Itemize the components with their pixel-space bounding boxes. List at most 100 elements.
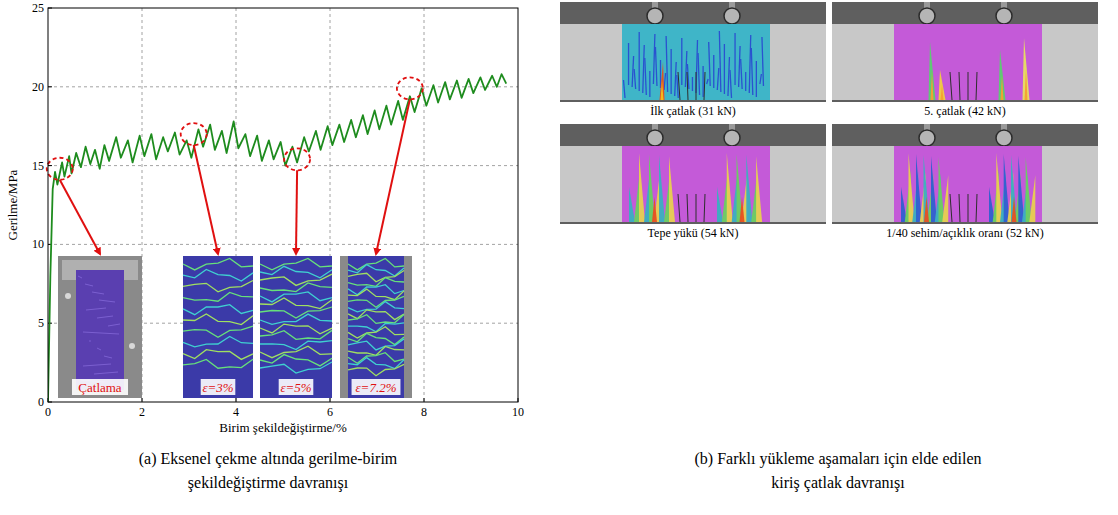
crack-line — [348, 289, 404, 300]
surface-texture — [83, 364, 111, 366]
strain-streak — [713, 55, 714, 88]
crack-line — [183, 326, 253, 337]
specimen-photo — [58, 256, 142, 398]
crack — [1025, 69, 1028, 100]
specimen-surface — [76, 270, 124, 390]
sensor-wire — [678, 194, 680, 222]
sensor-wire — [968, 72, 969, 100]
crack-line — [260, 330, 332, 339]
figure: 02468100510152025Birim şekildeğiştirme/%… — [0, 0, 1118, 515]
crack-line — [348, 364, 404, 375]
annotation-arrow — [194, 145, 218, 254]
tick-label-x: 8 — [421, 405, 427, 419]
sensor-wire — [687, 72, 688, 100]
y-axis-title: Gerilme/MPa — [5, 169, 20, 240]
highlight-ellipse — [397, 77, 423, 99]
strain-streak — [749, 35, 751, 93]
crack — [652, 197, 657, 222]
beam — [832, 146, 1098, 222]
crack-line — [183, 337, 253, 347]
sensor-wire — [687, 194, 688, 222]
strain-streak — [707, 79, 709, 84]
tick-label-y: 20 — [32, 80, 44, 94]
roller — [919, 8, 935, 24]
crack-line — [183, 314, 253, 325]
strain-streak — [762, 37, 764, 86]
photo-label: 5. çatlak (42 kN) — [924, 104, 1005, 118]
crack — [727, 153, 733, 222]
crack-line — [260, 259, 332, 270]
caption: kiriş çatlak davranışı — [771, 474, 905, 492]
tick-y — [48, 86, 52, 87]
label-patch — [201, 379, 236, 395]
photo-label: 1/40 sehim/açıklık oranı (52 kN) — [886, 226, 1043, 240]
tick-label-x: 10 — [512, 405, 524, 419]
strain-streak — [632, 56, 634, 87]
strain-streak — [741, 59, 743, 89]
strain-streak — [681, 38, 682, 85]
insets — [58, 256, 412, 398]
crack-line — [183, 359, 253, 368]
caption: (a) Eksenel çekme altında gerilme-birim — [139, 450, 398, 468]
crack-line — [183, 305, 253, 315]
sensor-wire — [678, 72, 680, 100]
roller — [724, 130, 740, 146]
crack-line — [183, 281, 253, 292]
label-patch — [352, 379, 401, 395]
crack-line — [260, 346, 332, 358]
photo-label: İlk çatlak (31 kN) — [650, 104, 736, 118]
surface-texture — [86, 308, 106, 310]
tick-label-y: 0 — [38, 395, 44, 409]
dic-field — [622, 24, 770, 100]
tick-label-x: 4 — [233, 405, 239, 419]
sensor-wire — [950, 194, 952, 222]
crack-line — [260, 266, 332, 278]
sensor-wire — [959, 194, 960, 222]
sensor-wire — [976, 72, 977, 100]
crack — [659, 155, 665, 222]
crack-line — [260, 362, 332, 373]
crack — [660, 62, 665, 100]
crack — [756, 156, 762, 222]
tick-x — [330, 398, 331, 402]
crack-line — [348, 323, 404, 332]
photo-background — [832, 124, 1098, 224]
crack-line — [260, 292, 332, 302]
strain-streak — [709, 42, 711, 86]
beam — [560, 24, 826, 100]
crack-line — [348, 358, 404, 369]
crack — [669, 156, 675, 222]
strain-streak — [692, 77, 693, 91]
photo-background — [58, 256, 142, 398]
surface-texture — [85, 284, 93, 286]
photo-detail — [65, 293, 71, 299]
strain-streak — [760, 74, 762, 84]
sensor-wire — [704, 194, 705, 222]
strain-streak — [702, 66, 703, 97]
highlight-ellipse — [284, 148, 310, 170]
strain-streak — [628, 43, 629, 85]
specimen-photo — [183, 256, 253, 398]
crack-line — [348, 296, 404, 307]
tick-x — [236, 398, 237, 402]
crack — [1012, 197, 1017, 222]
specimen-surface — [348, 256, 404, 398]
surface-texture — [104, 356, 112, 358]
strain-streak — [645, 58, 647, 95]
annotation-arrow — [296, 170, 297, 254]
crack-line — [183, 350, 253, 360]
crack — [941, 85, 944, 100]
stress-strain-line — [48, 74, 506, 402]
roller — [919, 130, 935, 146]
sensor-wire — [976, 194, 977, 222]
strain-streak — [671, 49, 672, 94]
surface-texture — [92, 292, 104, 294]
crack-line — [348, 314, 404, 323]
crack-line — [260, 307, 332, 318]
tick-x — [142, 398, 143, 402]
crack-line — [348, 353, 404, 364]
plot-frame — [48, 8, 518, 402]
crack-line — [348, 339, 404, 350]
crack-line — [183, 259, 253, 270]
strain-streak — [724, 44, 725, 94]
